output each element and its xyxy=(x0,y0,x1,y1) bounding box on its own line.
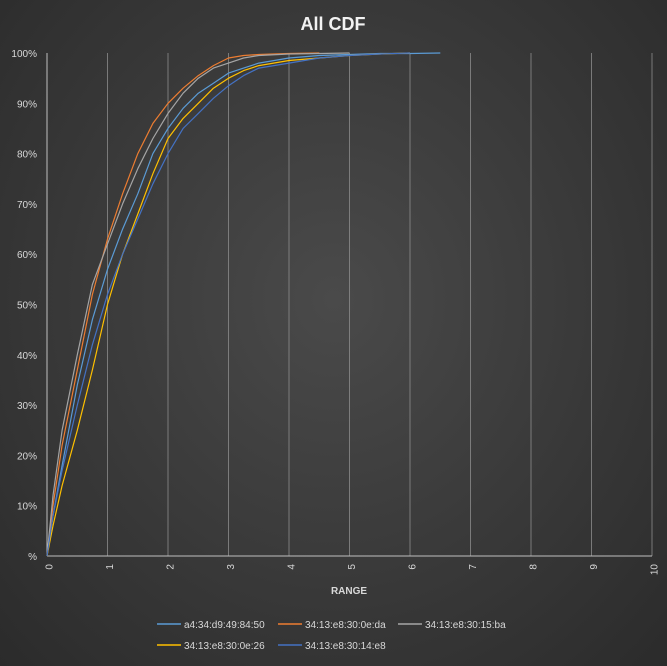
y-tick-label: % xyxy=(28,552,37,563)
x-tick-label: 10 xyxy=(650,564,661,576)
series-line-4 xyxy=(46,52,411,557)
x-tick-label: 1 xyxy=(105,564,116,570)
x-tick-label: 8 xyxy=(529,564,540,570)
y-tick-label: 100% xyxy=(11,49,37,60)
y-tick-label: 80% xyxy=(17,150,37,161)
x-axis-label: RANGE xyxy=(331,586,367,597)
y-tick-label: 70% xyxy=(17,200,37,211)
legend: a4:34:d9:49:84:50 34:13:e8:30:0e:da 34:13:… xyxy=(157,620,506,652)
legend-item-1: a4:34:d9:49:84:50 xyxy=(157,620,265,631)
y-tick-label: 60% xyxy=(17,250,37,261)
series-line-1 xyxy=(46,52,441,557)
legend-item-3: 34:13:e8:30:15:ba xyxy=(398,620,506,631)
y-tick-label: 10% xyxy=(17,502,37,513)
x-tick-label: 6 xyxy=(408,564,419,570)
axes xyxy=(46,53,652,557)
x-tick-label: 4 xyxy=(287,564,298,570)
x-tick-label: 9 xyxy=(589,564,600,570)
series-lines xyxy=(46,52,441,557)
legend-label: 34:13:e8:30:15:ba xyxy=(425,620,506,631)
series-line-3 xyxy=(46,52,350,557)
y-tick-label: 30% xyxy=(17,401,37,412)
series-line-2 xyxy=(46,52,320,557)
x-tick-label: 3 xyxy=(226,564,237,570)
tick-labels: 0 1 2 3 4 5 6 7 8 9 10% 10% 20% 30% 40% 50% 60% 70% 80% 90%… xyxy=(11,49,660,575)
x-tick-label: 0 xyxy=(45,564,56,570)
y-tick-label: 90% xyxy=(17,99,37,110)
legend-label: 34:13:e8:30:14:e8 xyxy=(305,641,386,652)
chart-title: All CDF xyxy=(301,14,366,34)
y-tick-label: 50% xyxy=(17,301,37,312)
legend-label: 34:13:e8:30:0e:da xyxy=(305,620,386,631)
legend-label: a4:34:d9:49:84:50 xyxy=(184,620,265,631)
series-line-5 xyxy=(46,52,411,557)
x-tick-label: 7 xyxy=(468,564,479,570)
x-tick-label: 2 xyxy=(166,564,177,570)
legend-item-5: 34:13:e8:30:14:e8 xyxy=(278,641,386,652)
legend-label: 34:13:e8:30:0e:26 xyxy=(184,641,265,652)
y-tick-label: 20% xyxy=(17,451,37,462)
x-tick-label: 5 xyxy=(347,564,358,570)
grid-lines xyxy=(107,53,653,556)
y-tick-label: 40% xyxy=(17,351,37,362)
legend-item-2: 34:13:e8:30:0e:da xyxy=(278,620,386,631)
legend-item-4: 34:13:e8:30:0e:26 xyxy=(157,641,265,652)
